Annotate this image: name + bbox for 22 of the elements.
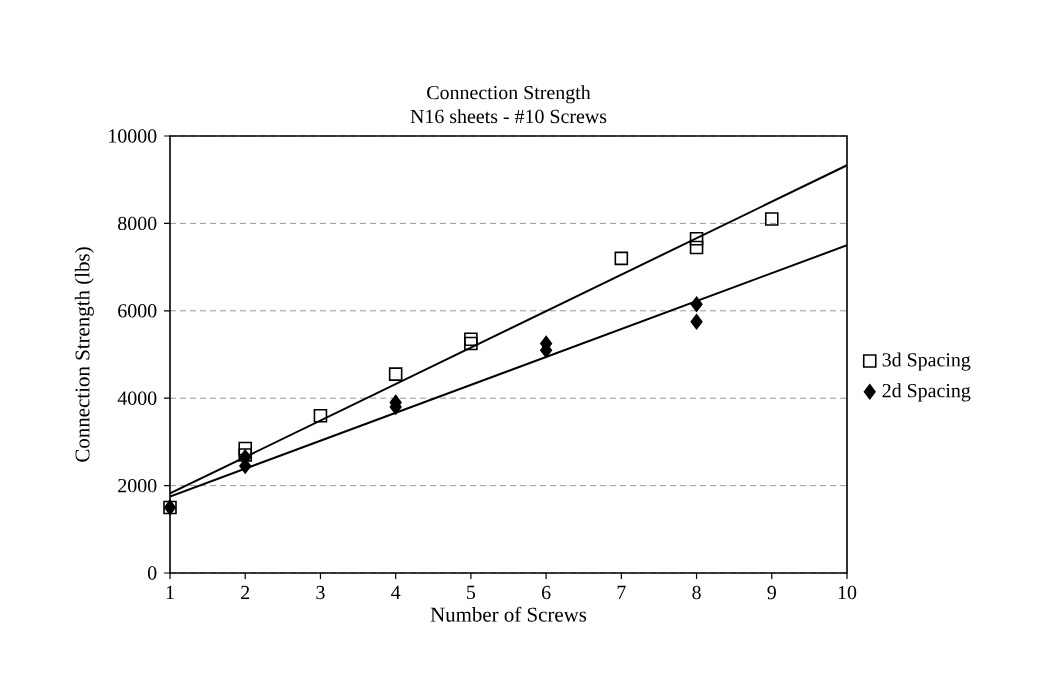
x-tick-label: 7 xyxy=(617,585,626,599)
legend-label: 2d Spacing xyxy=(882,383,971,402)
chart-subtitle: N16 sheets - #10 Screws xyxy=(410,109,607,124)
x-tick-label: 5 xyxy=(467,585,476,600)
x-tick-label: 3 xyxy=(316,585,325,600)
legend-label: 3d Spacing xyxy=(882,352,971,371)
x-tick-label: 1 xyxy=(166,585,174,599)
y-tick-label: 0 xyxy=(147,566,157,580)
x-tick-label: 4 xyxy=(391,585,401,599)
x-tick-label: 9 xyxy=(767,585,776,600)
y-tick-label: 2000 xyxy=(118,478,157,493)
x-tick-label: 8 xyxy=(692,585,701,600)
x-axis-title: Number of Screws xyxy=(430,606,587,622)
y-axis-title: Connection Strength (lbs) xyxy=(74,247,94,462)
y-tick-label: 6000 xyxy=(118,304,157,318)
y-tick-label: 10000 xyxy=(109,129,157,143)
y-tick-label: 8000 xyxy=(118,216,157,231)
x-tick-label: 6 xyxy=(541,585,551,600)
chart-title: Connection Strength xyxy=(427,85,591,104)
x-tick-label: 10 xyxy=(838,585,857,600)
x-tick-label: 2 xyxy=(241,585,250,600)
y-tick-label: 4000 xyxy=(117,391,157,405)
